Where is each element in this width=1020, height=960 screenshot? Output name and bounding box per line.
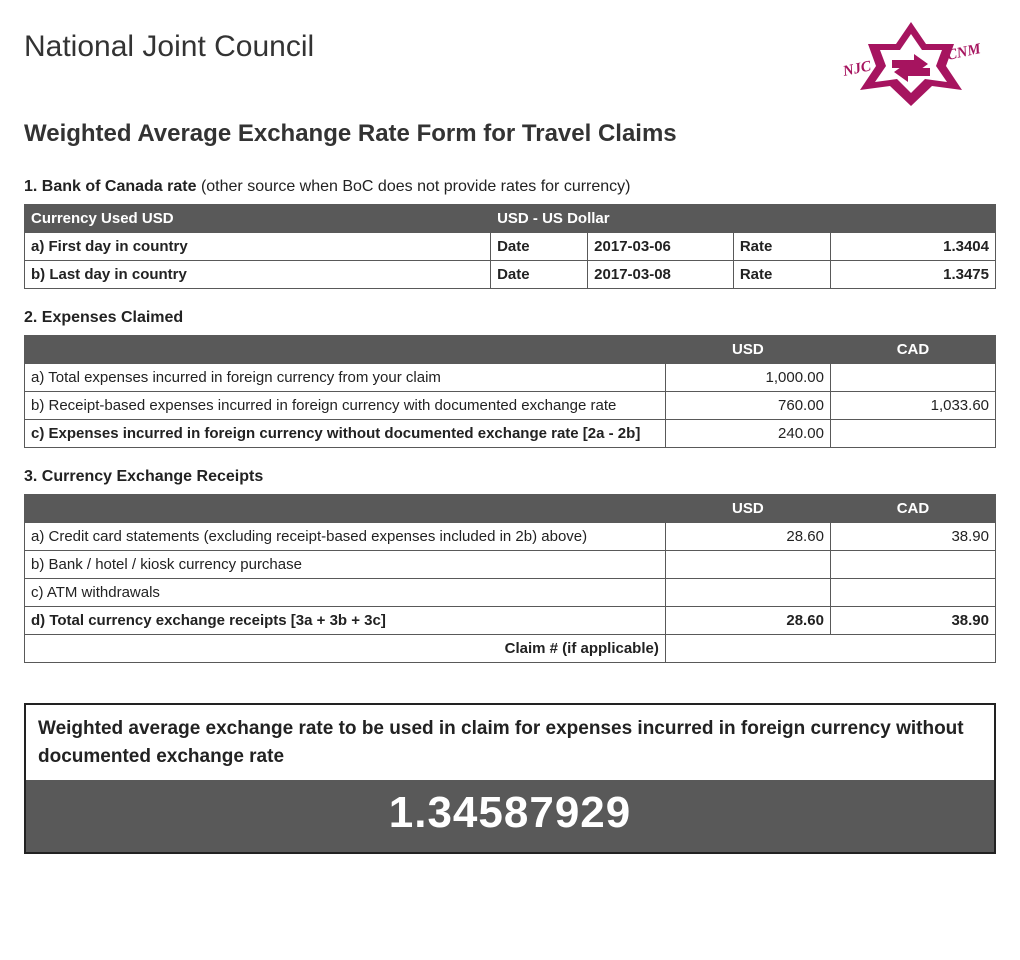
cad-value xyxy=(830,579,995,607)
rate-label: Rate xyxy=(733,261,830,289)
date-value: 2017-03-06 xyxy=(588,233,734,261)
cad-value: 1,033.60 xyxy=(830,392,995,420)
row-label: a) Total expenses incurred in foreign cu… xyxy=(25,364,666,392)
blank-header xyxy=(25,336,666,364)
cad-value: 38.90 xyxy=(830,523,995,551)
logo-left-text: NJC xyxy=(841,58,874,80)
result-label: Weighted average exchange rate to be use… xyxy=(26,705,994,780)
table-row: b) Last day in country Date 2017-03-08 R… xyxy=(25,261,996,289)
njc-logo: NJC CNM xyxy=(826,20,996,110)
usd-value: 1,000.00 xyxy=(665,364,830,392)
table-row: d) Total currency exchange receipts [3a … xyxy=(25,607,996,635)
table-row: a) First day in country Date 2017-03-06 … xyxy=(25,233,996,261)
section1-note: (other source when BoC does not provide … xyxy=(201,178,631,195)
rate-value: 1.3475 xyxy=(830,261,995,289)
cad-value xyxy=(830,420,995,448)
org-title: National Joint Council xyxy=(24,30,314,64)
usd-value xyxy=(665,551,830,579)
cad-value: 38.90 xyxy=(830,607,995,635)
claim-value xyxy=(665,635,995,663)
section3-table: USD CAD a) Credit card statements (exclu… xyxy=(24,494,996,663)
section1-title: 1. Bank of Canada rate (other source whe… xyxy=(24,178,996,196)
section3-title: 3. Currency Exchange Receipts xyxy=(24,468,996,486)
date-value: 2017-03-08 xyxy=(588,261,734,289)
row-label: b) Last day in country xyxy=(25,261,491,289)
cad-header: CAD xyxy=(830,495,995,523)
form-title: Weighted Average Exchange Rate Form for … xyxy=(24,120,996,148)
claim-label: Claim # (if applicable) xyxy=(25,635,666,663)
section2-table: USD CAD a) Total expenses incurred in fo… xyxy=(24,335,996,448)
table-row: c) ATM withdrawals xyxy=(25,579,996,607)
rate-value: 1.3404 xyxy=(830,233,995,261)
row-label: c) Expenses incurred in foreign currency… xyxy=(25,420,666,448)
blank-header xyxy=(25,495,666,523)
usd-value: 28.60 xyxy=(665,607,830,635)
row-label: b) Bank / hotel / kiosk currency purchas… xyxy=(25,551,666,579)
section1-title-text: 1. Bank of Canada rate xyxy=(24,178,197,195)
table-row: b) Receipt-based expenses incurred in fo… xyxy=(25,392,996,420)
row-label: b) Receipt-based expenses incurred in fo… xyxy=(25,392,666,420)
usd-value: 240.00 xyxy=(665,420,830,448)
table-row: a) Credit card statements (excluding rec… xyxy=(25,523,996,551)
section2-title: 2. Expenses Claimed xyxy=(24,309,996,327)
usd-value: 760.00 xyxy=(665,392,830,420)
claim-row: Claim # (if applicable) xyxy=(25,635,996,663)
currency-used-header: Currency Used USD xyxy=(25,205,491,233)
row-label: d) Total currency exchange receipts [3a … xyxy=(25,607,666,635)
date-label: Date xyxy=(491,233,588,261)
table-row: a) Total expenses incurred in foreign cu… xyxy=(25,364,996,392)
row-label: a) First day in country xyxy=(25,233,491,261)
table-row: c) Expenses incurred in foreign currency… xyxy=(25,420,996,448)
currency-full-header: USD - US Dollar xyxy=(491,205,996,233)
cad-value xyxy=(830,551,995,579)
result-value: 1.34587929 xyxy=(26,780,994,852)
cad-header: CAD xyxy=(830,336,995,364)
result-box: Weighted average exchange rate to be use… xyxy=(24,703,996,854)
cad-value xyxy=(830,364,995,392)
row-label: c) ATM withdrawals xyxy=(25,579,666,607)
table-row: b) Bank / hotel / kiosk currency purchas… xyxy=(25,551,996,579)
section1-table: Currency Used USD USD - US Dollar a) Fir… xyxy=(24,204,996,289)
date-label: Date xyxy=(491,261,588,289)
rate-label: Rate xyxy=(733,233,830,261)
usd-header: USD xyxy=(665,336,830,364)
usd-value xyxy=(665,579,830,607)
usd-value: 28.60 xyxy=(665,523,830,551)
row-label: a) Credit card statements (excluding rec… xyxy=(25,523,666,551)
usd-header: USD xyxy=(665,495,830,523)
